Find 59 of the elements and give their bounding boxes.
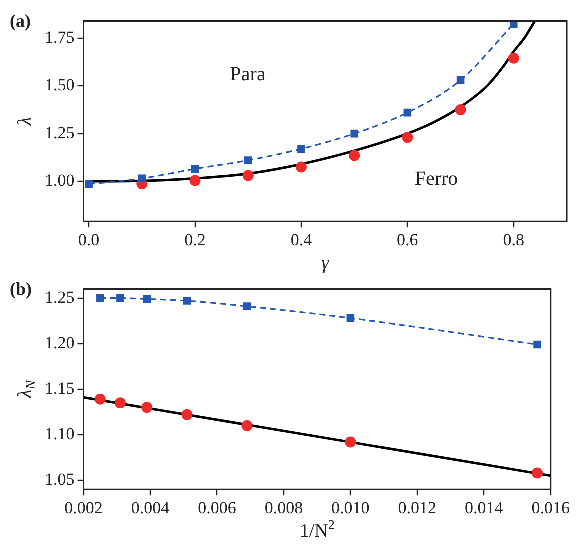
y-tick-label: 1.50: [45, 76, 75, 95]
point: [182, 409, 193, 420]
point: [142, 402, 153, 414]
x-axis-title: γ: [322, 253, 330, 274]
point: [244, 156, 252, 164]
y-tick-label: 1.75: [45, 28, 75, 47]
point: [138, 174, 146, 183]
point: [242, 420, 253, 432]
x-tick-label: 0.2: [184, 230, 206, 250]
y-tick-label: 1.00: [45, 170, 75, 190]
x-tick-label: 0.4: [290, 230, 313, 250]
point: [298, 145, 306, 153]
x-tick-label: 0.6: [397, 230, 418, 250]
point: [190, 175, 201, 186]
x-tick-label: 0.0: [78, 230, 100, 250]
chart-title: (b): [10, 278, 32, 299]
y-axis-title: λN: [14, 380, 40, 400]
point: [402, 132, 414, 144]
point: [242, 170, 254, 182]
point: [114, 398, 126, 409]
x-tick-label: 0.010: [332, 498, 370, 518]
x-tick-label: 0.006: [198, 498, 236, 518]
point: [345, 436, 356, 448]
x-tick-label: 0.004: [131, 498, 170, 518]
x-tick-label: 0.8: [503, 230, 525, 250]
y-tick-label: 1.15: [45, 378, 75, 398]
y-tick-label: 1.10: [45, 424, 75, 444]
point: [243, 302, 252, 310]
point: [532, 468, 544, 479]
point: [191, 165, 200, 174]
point: [350, 130, 358, 138]
point: [96, 294, 104, 302]
point: [510, 21, 518, 28]
point: [346, 314, 355, 322]
point: [94, 394, 106, 405]
chart-title: (a): [10, 10, 31, 31]
annotation: Para: [230, 64, 266, 86]
point: [456, 76, 465, 84]
x-tick-label: 0.008: [264, 498, 304, 518]
point: [349, 150, 360, 162]
y-tick-label: 1.20: [45, 333, 75, 352]
point: [85, 180, 93, 188]
point: [508, 52, 520, 64]
point: [116, 294, 124, 302]
y-tick-label: 1.25: [45, 288, 75, 307]
point: [455, 104, 466, 116]
y-axis-title: λ: [14, 116, 36, 127]
x-tick-label: 0.016: [532, 498, 570, 518]
point: [534, 340, 542, 349]
point: [404, 108, 412, 117]
point: [143, 295, 152, 304]
point: [296, 162, 307, 173]
y-tick-label: 1.25: [45, 123, 75, 142]
y-tick-label: 1.05: [45, 470, 75, 489]
x-tick-label: 0.002: [64, 498, 103, 518]
annotation: Ferro: [414, 168, 458, 190]
x-tick-label: 0.012: [398, 498, 437, 518]
point: [183, 297, 192, 305]
x-tick-label: 0.014: [465, 498, 504, 518]
